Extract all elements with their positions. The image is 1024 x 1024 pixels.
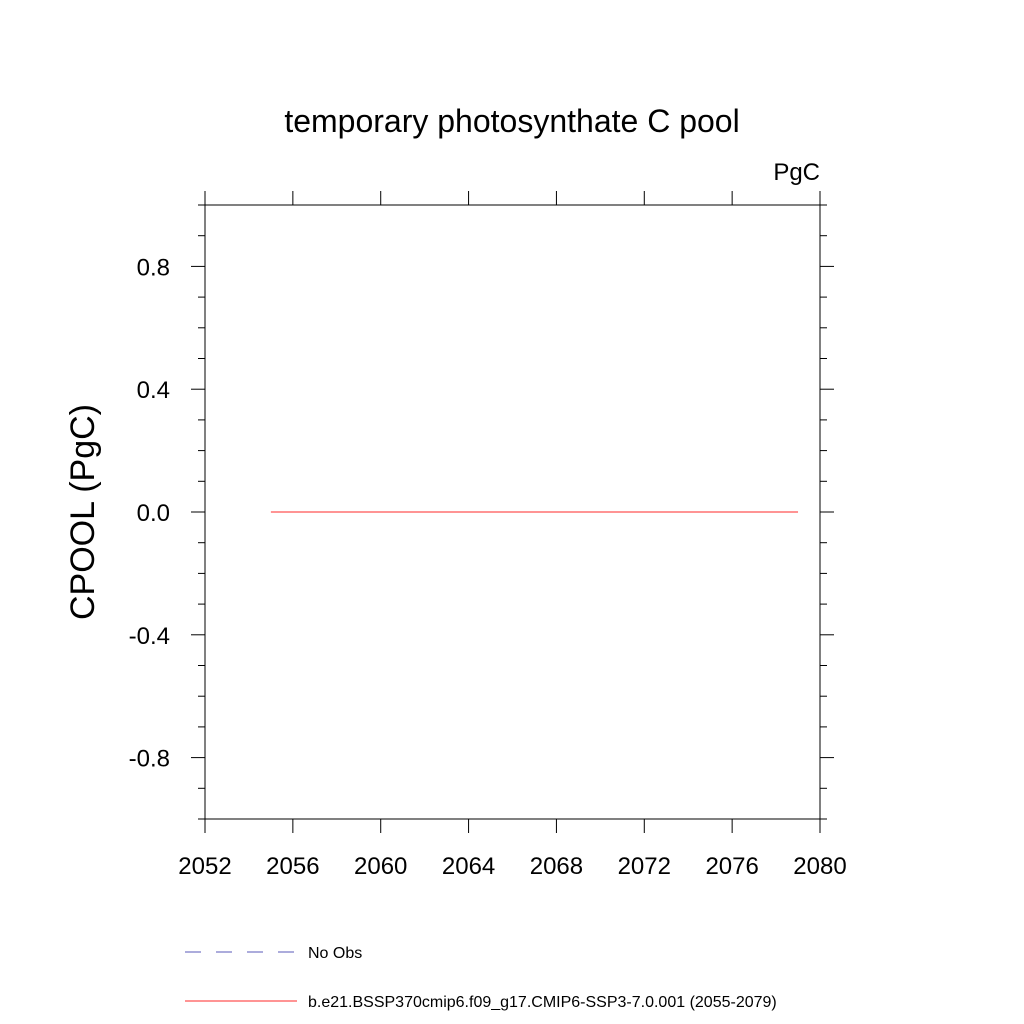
x-tick-label: 2052 [178, 853, 231, 880]
y-tick-label: 0.0 [137, 500, 170, 527]
x-tick-label: 2080 [793, 853, 846, 880]
x-tick-label: 2072 [618, 853, 671, 880]
axis-ticks: 2052 2056 2060 2064 2068 2072 2076 2080 0.8 0.4 0.… [129, 191, 847, 880]
x-tick-label: 2056 [266, 853, 319, 880]
y-tick-label: -0.8 [129, 746, 170, 773]
x-tick-label: 2068 [530, 853, 583, 880]
x-tick-label: 2064 [442, 853, 495, 880]
legend-label: b.e21.BSSP370cmip6.f09_g17.CMIP6-SSP3-7.… [308, 994, 777, 1011]
units-label: PgC [773, 159, 820, 186]
y-tick-label: 0.8 [137, 254, 170, 281]
y-tick-label: -0.4 [129, 623, 170, 650]
legend-label: No Obs [308, 945, 362, 962]
x-tick-label: 2060 [354, 853, 407, 880]
x-tick-label: 2076 [705, 853, 758, 880]
legend: No Obs b.e21.BSSP370cmip6.f09_g17.CMIP6-S… [185, 945, 777, 1011]
y-axis-label: CPOOL (PgC) [64, 404, 102, 620]
chart-title: temporary photosynthate C pool [284, 103, 739, 139]
y-tick-label: 0.4 [137, 377, 170, 404]
